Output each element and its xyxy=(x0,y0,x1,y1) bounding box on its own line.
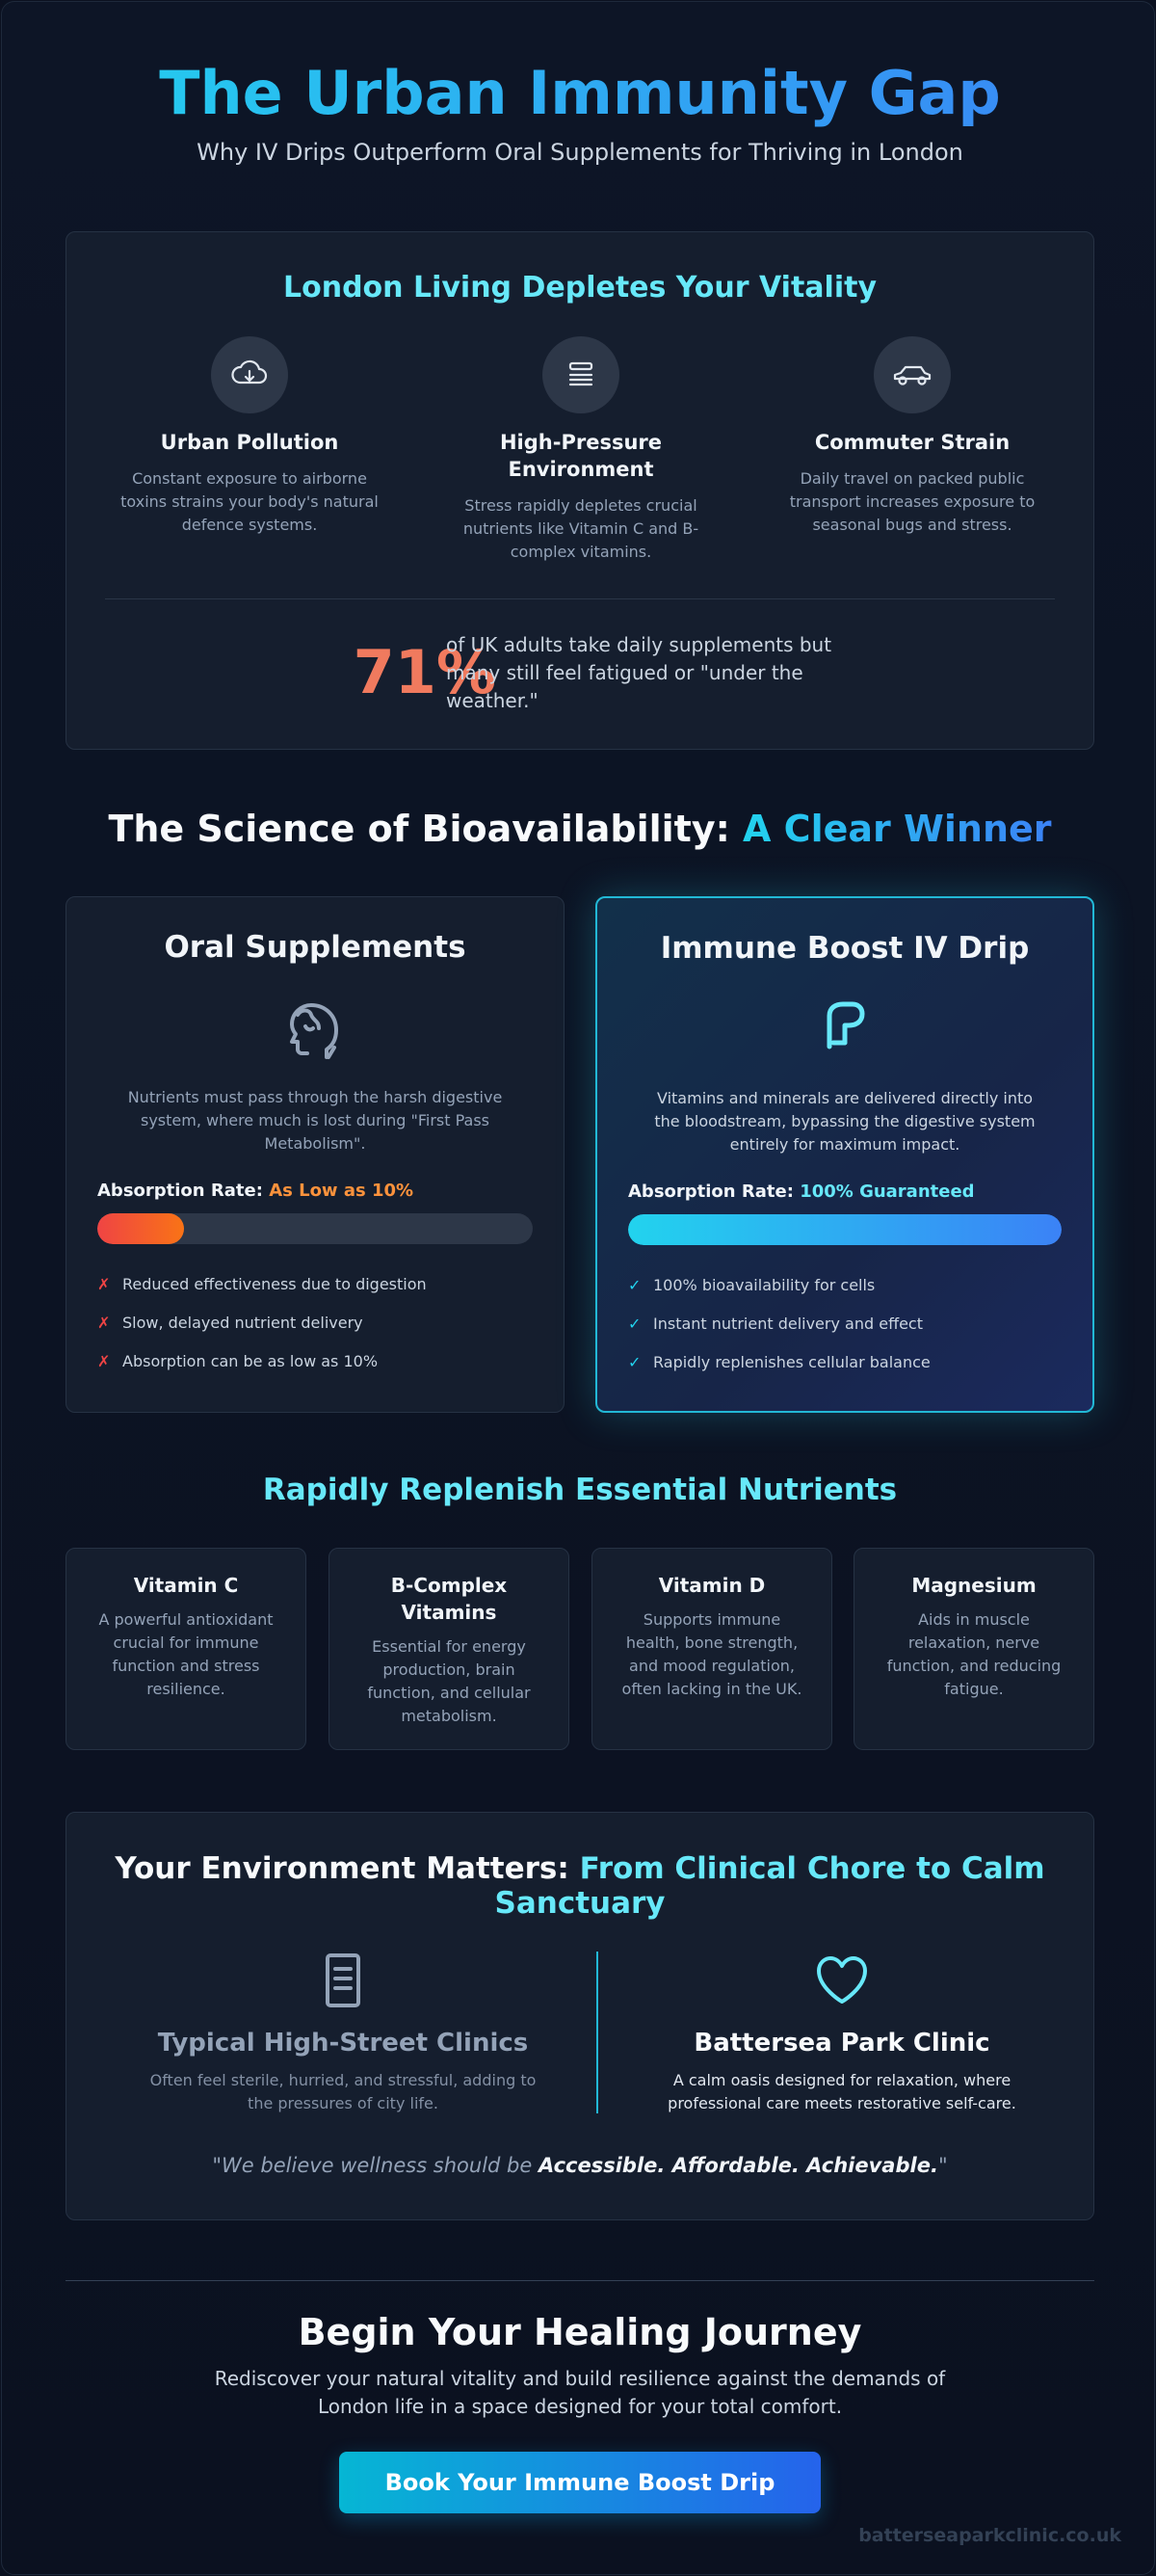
factor-high-pressure: High-Pressure Environment Stress rapidly… xyxy=(436,336,725,564)
iv-drip-card: Immune Boost IV Drip Vitamins and minera… xyxy=(595,896,1094,1413)
quote-open: "We believe wellness should be xyxy=(212,2154,539,2177)
oral-absorption-rate: Absorption Rate: As Low as 10% xyxy=(97,1181,413,1201)
cross-icon: ✗ xyxy=(97,1314,111,1332)
nutrient-card-b-complex: B-Complex Vitamins Essential for energy … xyxy=(328,1548,569,1750)
factor-title: Commuter Strain xyxy=(814,431,1011,454)
rate-value: As Low as 10% xyxy=(269,1181,414,1201)
factor-desc: Stress rapidly depletes crucial nutrient… xyxy=(462,496,699,561)
cloud-download-icon xyxy=(211,336,288,413)
point-text: Rapidly replenishes cellular balance xyxy=(653,1353,931,1371)
iv-absorption-bar xyxy=(628,1214,1062,1245)
typical-clinics-desc: Often feel sterile, hurried, and stressf… xyxy=(149,2071,537,2112)
clipboard-icon xyxy=(314,1952,372,2009)
point-text: Instant nutrient delivery and effect xyxy=(653,1315,923,1333)
nutrient-title: Vitamin C xyxy=(133,1574,239,1597)
nutrient-card-vitamin-c: Vitamin C A powerful antioxidant crucial… xyxy=(66,1548,306,1750)
battersea-clinic-title: Battersea Park Clinic xyxy=(694,2029,990,2058)
factor-desc: Daily travel on packed public transport … xyxy=(789,469,1036,534)
rate-label: Absorption Rate: xyxy=(628,1182,794,1202)
factor-title: Urban Pollution xyxy=(160,431,339,454)
environment-title-prefix: Your Environment Matters: xyxy=(115,1851,569,1886)
car-icon xyxy=(874,336,951,413)
iv-desc: Vitamins and minerals are delivered dire… xyxy=(654,1089,1036,1154)
battersea-clinic-desc: A calm oasis designed for relaxation, wh… xyxy=(668,2071,1016,2112)
divider xyxy=(105,598,1055,599)
factor-commuter-strain: Commuter Strain Daily travel on packed p… xyxy=(768,336,1057,537)
science-title-accent: A Clear Winner xyxy=(743,808,1052,850)
nutrient-title: B-Complex Vitamins xyxy=(390,1574,508,1624)
depletion-card: London Living Depletes Your Vitality Urb… xyxy=(66,231,1094,750)
iv-absorption-bar-fill xyxy=(628,1214,1062,1245)
environment-title-accent: From Clinical Chore to Calm Sanctuary xyxy=(494,1851,1045,1921)
check-icon: ✓ xyxy=(628,1315,642,1333)
nutrients-title: Rapidly Replenish Essential Nutrients xyxy=(262,1473,898,1507)
oral-supplements-card: Oral Supplements Nutrients must pass thr… xyxy=(66,896,565,1413)
science-title: The Science of Bioavailability: A Clear … xyxy=(2,808,1156,850)
typical-clinics-title: Typical High-Street Clinics xyxy=(157,2029,529,2058)
philosophy-quote: "We believe wellness should be Accessibl… xyxy=(66,2154,1093,2177)
stat-value: 71% xyxy=(353,637,496,707)
nutrient-desc: Supports immune health, bone strength, a… xyxy=(621,1610,802,1698)
list-item: ✓ 100% bioavailability for cells xyxy=(628,1276,1062,1315)
nutrient-desc: A powerful antioxidant crucial for immun… xyxy=(98,1610,274,1698)
factor-title: High-Pressure Environment xyxy=(499,431,662,481)
factor-desc: Constant exposure to airborne toxins str… xyxy=(120,469,379,534)
list-item: ✗ Reduced effectiveness due to digestion xyxy=(97,1275,533,1314)
list-item: ✓ Instant nutrient delivery and effect xyxy=(628,1315,1062,1353)
nutrient-title: Vitamin D xyxy=(658,1574,766,1597)
book-drip-button[interactable]: Book Your Immune Boost Drip xyxy=(339,2452,821,2513)
cross-icon: ✗ xyxy=(97,1275,111,1293)
point-text: Absorption can be as low as 10% xyxy=(122,1352,379,1370)
typical-clinics-column: Typical High-Street Clinics Often feel s… xyxy=(117,1952,569,2115)
iv-drip-icon xyxy=(806,989,883,1066)
oral-points-list: ✗ Reduced effectiveness due to digestion … xyxy=(97,1275,533,1391)
nutrient-card-vitamin-d: Vitamin D Supports immune health, bone s… xyxy=(591,1548,832,1750)
page-subtitle: Why IV Drips Outperform Oral Supplements… xyxy=(197,139,963,166)
environment-card: Your Environment Matters: From Clinical … xyxy=(66,1812,1094,2220)
cta-text: Rediscover your natural vitality and bui… xyxy=(214,2367,946,2418)
environment-title: Your Environment Matters: From Clinical … xyxy=(105,1851,1055,1921)
head-profile-icon xyxy=(276,988,354,1065)
oral-desc: Nutrients must pass through the harsh di… xyxy=(127,1088,503,1153)
divider xyxy=(66,2280,1094,2281)
quote-close: " xyxy=(937,2154,948,2177)
website-domain: batterseaparkclinic.co.uk xyxy=(858,2525,1121,2546)
depletion-title: London Living Depletes Your Vitality xyxy=(282,271,878,305)
factor-urban-pollution: Urban Pollution Constant exposure to air… xyxy=(105,336,394,537)
iv-points-list: ✓ 100% bioavailability for cells ✓ Instant… xyxy=(628,1276,1062,1392)
science-title-prefix: The Science of Bioavailability: xyxy=(108,808,730,850)
battersea-clinic-column: Battersea Park Clinic A calm oasis desig… xyxy=(616,1952,1068,2115)
rate-value: 100% Guaranteed xyxy=(800,1182,975,1202)
oral-absorption-bar-fill xyxy=(97,1213,185,1244)
stat-text: of UK adults take daily supplements but … xyxy=(446,633,832,712)
page-title: The Urban Immunity Gap xyxy=(2,58,1156,128)
stack-lines-icon xyxy=(542,336,619,413)
check-icon: ✓ xyxy=(628,1276,642,1294)
cta-title: Begin Your Healing Journey xyxy=(298,2311,862,2353)
column-divider xyxy=(596,1952,598,2113)
list-item: ✗ Absorption can be as low as 10% xyxy=(97,1352,533,1391)
cross-icon: ✗ xyxy=(97,1352,111,1370)
list-item: ✗ Slow, delayed nutrient delivery xyxy=(97,1314,533,1352)
heart-icon xyxy=(813,1952,871,2009)
point-text: Slow, delayed nutrient delivery xyxy=(122,1314,363,1332)
iv-absorption-rate: Absorption Rate: 100% Guaranteed xyxy=(628,1182,975,1202)
nutrient-desc: Essential for energy production, brain f… xyxy=(367,1637,531,1725)
point-text: 100% bioavailability for cells xyxy=(653,1276,876,1294)
point-text: Reduced effectiveness due to digestion xyxy=(122,1275,427,1293)
rate-label: Absorption Rate: xyxy=(97,1181,263,1201)
check-icon: ✓ xyxy=(628,1353,642,1371)
nutrient-desc: Aids in muscle relaxation, nerve functio… xyxy=(886,1610,1062,1698)
nutrient-card-magnesium: Magnesium Aids in muscle relaxation, ner… xyxy=(854,1548,1094,1750)
iv-title: Immune Boost IV Drip xyxy=(660,931,1030,966)
nutrient-title: Magnesium xyxy=(911,1574,1037,1597)
oral-absorption-bar xyxy=(97,1213,533,1244)
list-item: ✓ Rapidly replenishes cellular balance xyxy=(628,1353,1062,1392)
oral-title: Oral Supplements xyxy=(164,930,466,965)
quote-emphasis: Accessible. Affordable. Achievable. xyxy=(538,2154,938,2177)
